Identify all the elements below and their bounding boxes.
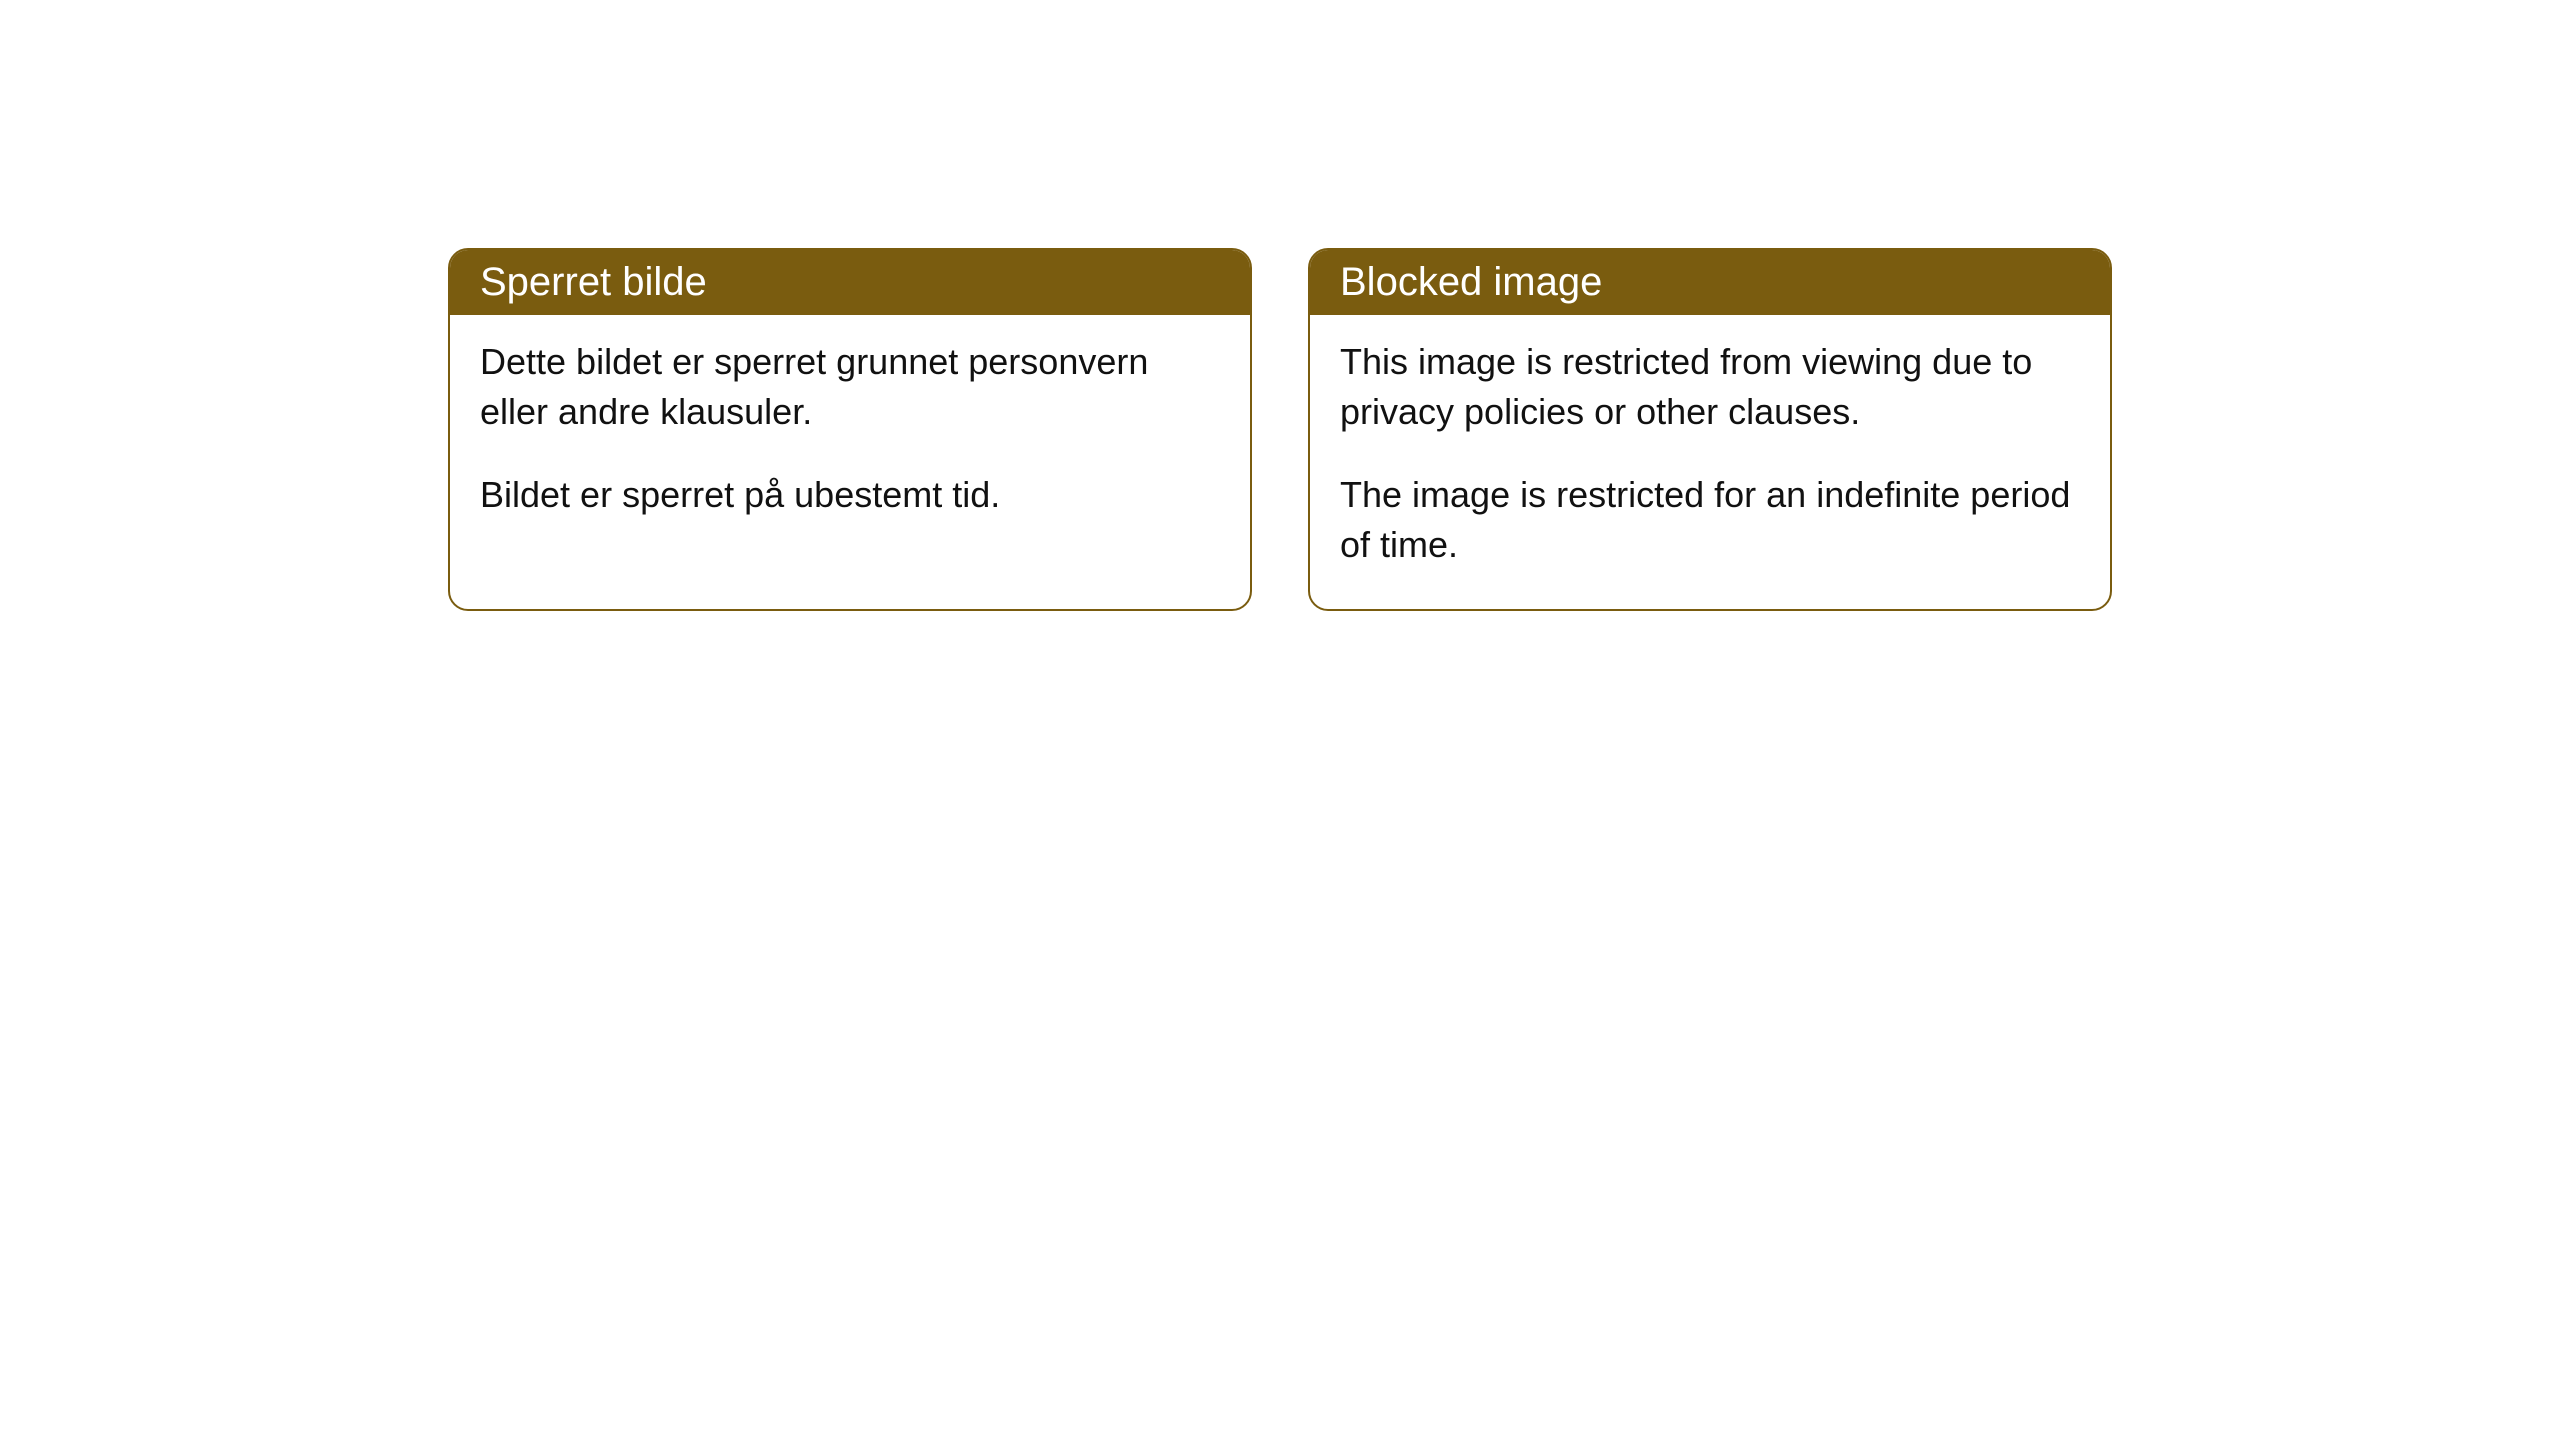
card-body: This image is restricted from viewing du… — [1310, 315, 2110, 609]
card-paragraph: The image is restricted for an indefinit… — [1340, 470, 2080, 571]
card-paragraph: Dette bildet er sperret grunnet personve… — [480, 337, 1220, 438]
card-title: Blocked image — [1340, 260, 1602, 304]
card-paragraph: This image is restricted from viewing du… — [1340, 337, 2080, 438]
notice-cards-container: Sperret bilde Dette bildet er sperret gr… — [448, 248, 2112, 611]
card-title: Sperret bilde — [480, 260, 707, 304]
card-header: Blocked image — [1310, 250, 2110, 315]
card-header: Sperret bilde — [450, 250, 1250, 315]
card-body: Dette bildet er sperret grunnet personve… — [450, 315, 1250, 558]
notice-card-norwegian: Sperret bilde Dette bildet er sperret gr… — [448, 248, 1252, 611]
card-paragraph: Bildet er sperret på ubestemt tid. — [480, 470, 1220, 520]
notice-card-english: Blocked image This image is restricted f… — [1308, 248, 2112, 611]
